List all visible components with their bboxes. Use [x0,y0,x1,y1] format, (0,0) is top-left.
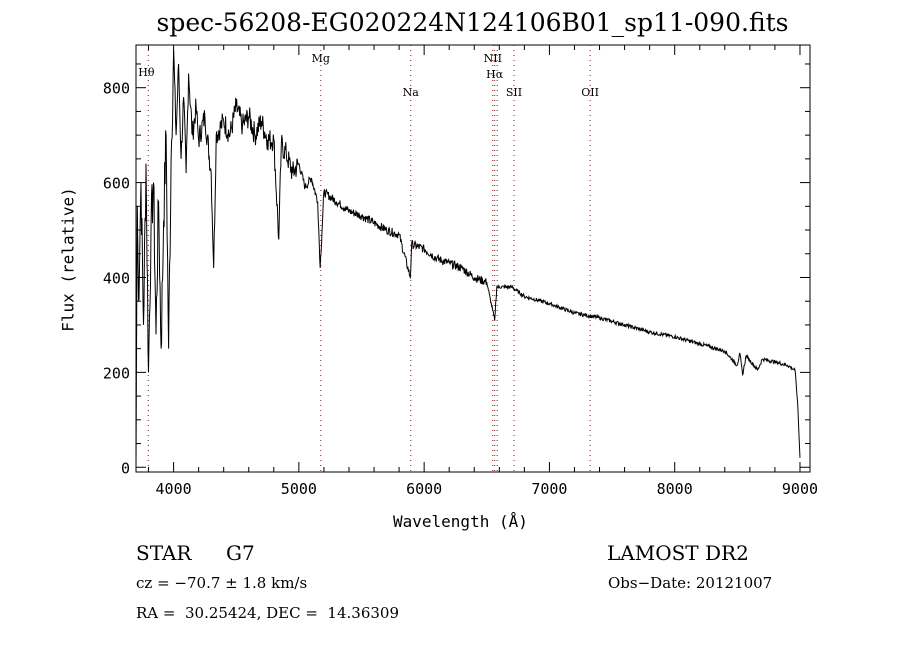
line-label-Mg: Mg [312,52,330,65]
x-tick-label: 7000 [531,480,567,498]
line-label-OII: OII [581,86,599,99]
line-label-Hα: Hα [486,68,504,81]
x-axis-label: Wavelength (Å) [393,512,528,531]
obs-date-label: Obs−Date: 20121007 [608,574,773,592]
x-tick-label: 4000 [156,480,192,498]
line-label-Hθ: Hθ [138,66,155,79]
y-tick-label: 800 [103,80,130,98]
x-tick-label: 8000 [657,480,693,498]
class-label: STAR [136,541,192,565]
coords-label: RA = 30.25424, DEC = 14.36309 [136,604,400,622]
cz-label: cz = −70.7 ± 1.8 km/s [136,574,308,592]
survey-label: LAMOST DR2 [607,541,749,565]
x-tick-label: 6000 [406,480,442,498]
x-tick-label: 5000 [281,480,317,498]
y-tick-label: 0 [121,459,130,477]
spectrum-line [135,49,801,468]
line-label-Na: Na [403,86,420,99]
plot-frame [135,44,811,473]
y-axis-label: Flux (relative) [58,187,78,332]
x-tick-label: 9000 [782,480,818,498]
chart-title: spec-56208-EG020224N124106B01_sp11-090.f… [156,8,789,37]
y-tick-label: 600 [103,175,130,193]
line-label-SII: SII [506,86,522,99]
y-tick-label: 200 [103,364,130,382]
subclass-label: G7 [226,541,255,565]
line-label-NII: NII [484,52,502,65]
y-tick-label: 400 [103,269,130,287]
